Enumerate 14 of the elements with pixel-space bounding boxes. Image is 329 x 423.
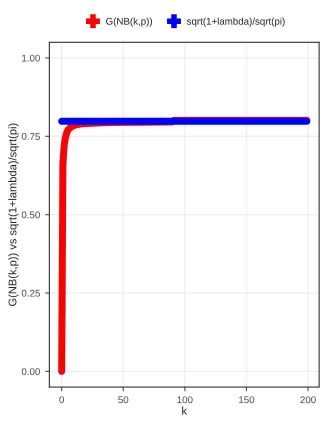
y-axis-title: G(NB(k,p)) vs sqrt(1+lambda)/sqrt(pi) xyxy=(8,124,19,306)
y-tick-label: 0.00 xyxy=(22,368,40,375)
x-tick-label: 50 xyxy=(118,396,128,404)
y-tick-label: 0.25 xyxy=(22,290,40,297)
legend-label: sqrt(1+lambda)/sqrt(pi) xyxy=(186,18,285,27)
x-tick-label: 200 xyxy=(300,396,316,404)
x-tick-label: 0 xyxy=(59,396,64,404)
y-tick-label: 0.50 xyxy=(22,211,40,218)
x-tick-label: 100 xyxy=(177,396,193,404)
x-axis-title: k xyxy=(182,406,188,415)
legend-label: G(NB(k,p)) xyxy=(106,18,152,27)
x-tick-label: 150 xyxy=(239,396,254,404)
y-tick-label: 1.00 xyxy=(22,54,40,62)
y-tick-label: 0.75 xyxy=(22,133,40,140)
